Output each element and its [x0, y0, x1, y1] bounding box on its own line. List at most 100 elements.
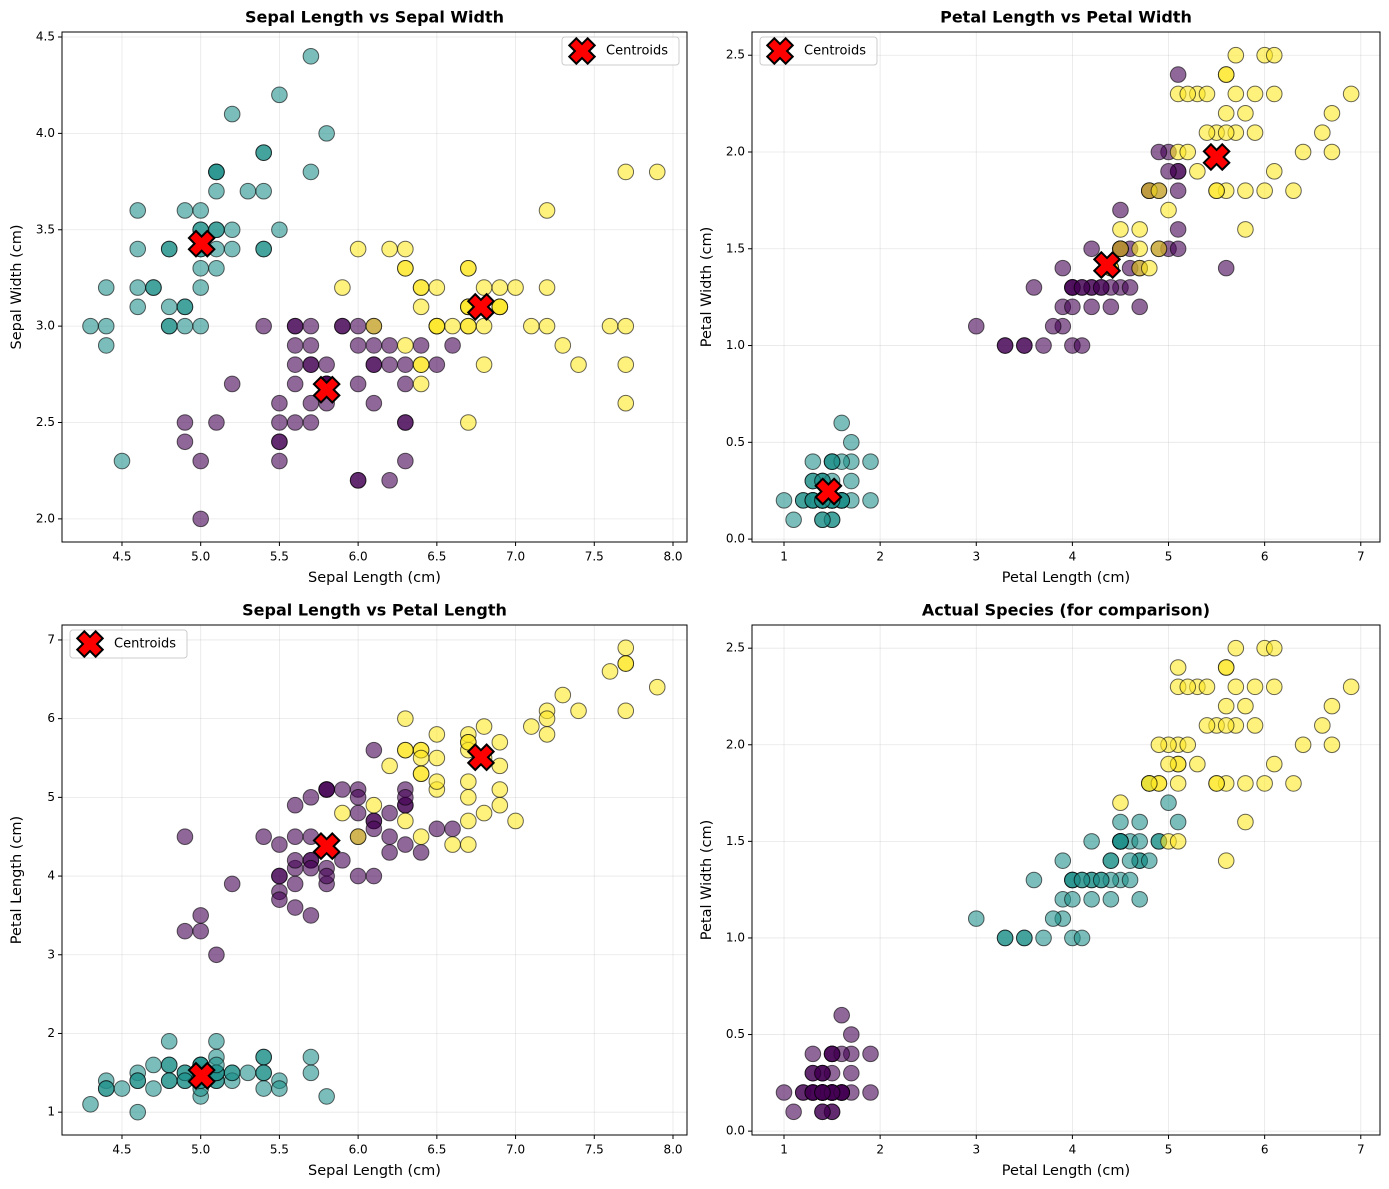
- y-tick-label: 4: [47, 869, 55, 883]
- point: [617, 655, 635, 672]
- point: [1198, 85, 1216, 103]
- point: [814, 1064, 831, 1082]
- point: [1016, 929, 1033, 947]
- point: [255, 1064, 272, 1082]
- x-tick-label: 6.0: [349, 550, 368, 564]
- point: [1294, 143, 1312, 161]
- point: [349, 317, 367, 335]
- point: [1140, 259, 1158, 277]
- legend-label: Centroids: [606, 44, 668, 59]
- y-tick-label: 7: [47, 632, 55, 646]
- point: [428, 356, 446, 373]
- point: [428, 726, 446, 743]
- points: [775, 639, 1360, 1121]
- point: [286, 414, 304, 431]
- centroid: [312, 832, 341, 861]
- axes-frame: [61, 624, 688, 1136]
- point: [1083, 891, 1100, 908]
- point: [271, 433, 288, 451]
- point: [381, 356, 398, 373]
- point: [1217, 717, 1235, 734]
- x-tick-label: 6.0: [349, 1143, 368, 1157]
- point: [1169, 833, 1187, 850]
- point: [412, 298, 430, 316]
- y-tick-label: 1.5: [726, 834, 745, 848]
- point: [145, 1056, 162, 1074]
- point: [1179, 678, 1197, 696]
- point: [97, 279, 115, 296]
- point: [412, 279, 430, 296]
- point: [967, 317, 985, 335]
- point: [1150, 736, 1168, 754]
- point: [460, 260, 477, 277]
- y-tick-label: 1.0: [726, 338, 745, 352]
- point: [1073, 279, 1091, 296]
- point: [833, 1006, 850, 1024]
- point: [239, 1064, 257, 1082]
- point: [349, 789, 367, 806]
- centroid: [1202, 142, 1231, 172]
- y-tick-label: 2: [47, 1026, 55, 1040]
- point: [192, 317, 209, 335]
- point: [804, 453, 822, 470]
- point: [82, 1096, 99, 1113]
- point: [1121, 279, 1139, 296]
- point: [1160, 163, 1177, 180]
- point: [1102, 298, 1120, 316]
- point: [381, 844, 398, 861]
- point: [491, 298, 509, 316]
- point: [160, 1072, 178, 1089]
- point: [349, 828, 367, 846]
- point: [460, 789, 477, 806]
- point: [842, 434, 860, 451]
- point: [223, 875, 241, 893]
- x-tick-label: 5.0: [191, 550, 210, 564]
- x-tick-label: 4.5: [112, 550, 131, 564]
- point: [862, 1084, 879, 1101]
- point: [1342, 678, 1360, 696]
- point: [554, 337, 572, 354]
- point: [1179, 736, 1197, 754]
- point: [1256, 775, 1273, 792]
- point: [1169, 240, 1187, 258]
- y-tick-label: 1.0: [726, 930, 745, 944]
- y-axis-label: Sepal Width (cm): [9, 225, 25, 350]
- point: [554, 686, 572, 704]
- point: [412, 749, 430, 767]
- point: [82, 317, 99, 335]
- point: [302, 47, 320, 65]
- point: [318, 781, 335, 798]
- point: [842, 1064, 860, 1082]
- point: [176, 922, 194, 940]
- y-tick-label: 3.5: [36, 222, 55, 236]
- point: [1342, 85, 1360, 103]
- point: [862, 492, 879, 509]
- point: [286, 828, 304, 846]
- point: [1169, 221, 1187, 238]
- point: [223, 375, 241, 393]
- point: [129, 279, 147, 296]
- centroid: [466, 292, 496, 321]
- point: [239, 182, 257, 200]
- points: [82, 47, 666, 528]
- point: [192, 452, 209, 470]
- point: [349, 804, 367, 822]
- point: [286, 317, 304, 335]
- point: [1169, 813, 1187, 831]
- point: [1121, 852, 1139, 869]
- point: [192, 907, 209, 924]
- point: [271, 1080, 288, 1097]
- point: [1265, 678, 1283, 696]
- centroid: [312, 375, 341, 404]
- point: [223, 1064, 241, 1082]
- y-tick-label: 2.5: [726, 641, 745, 655]
- point: [1179, 85, 1197, 103]
- point: [192, 202, 209, 219]
- point: [318, 125, 335, 142]
- y-tick-label: 0.5: [726, 1027, 745, 1041]
- point: [97, 317, 115, 335]
- point: [475, 356, 493, 373]
- point: [365, 796, 383, 814]
- point: [1131, 891, 1148, 908]
- point: [160, 298, 178, 316]
